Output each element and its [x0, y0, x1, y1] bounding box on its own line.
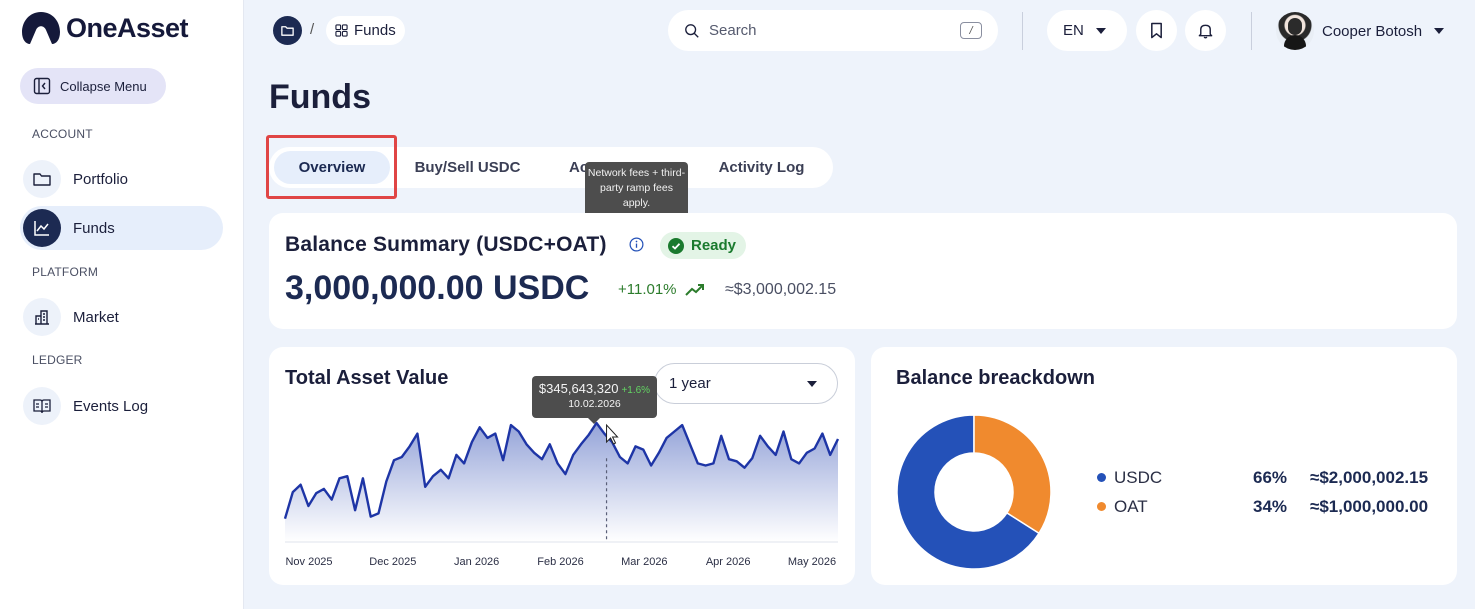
avatar — [1276, 12, 1314, 50]
language-label: EN — [1063, 22, 1084, 39]
legend-amount: ≈$2,000,002.15 — [1310, 468, 1429, 487]
breadcrumb-label: Funds — [354, 22, 396, 39]
breadcrumb-current[interactable]: Funds — [326, 16, 405, 45]
sidebar-item-label: Market — [73, 308, 119, 326]
bookmark-icon — [1151, 22, 1162, 39]
legend-dot — [1097, 473, 1106, 482]
legend-row-oat: OAT 34% ≈$1,000,000.00 — [1097, 496, 1437, 518]
info-icon[interactable] — [629, 237, 644, 252]
balance-title: Balance Summary (USDC+OAT) — [285, 233, 607, 256]
balance-usd-equivalent: ≈$3,000,002.15 — [725, 281, 837, 298]
check-circle-icon — [668, 237, 684, 254]
sidebar-item-events-log[interactable]: Events Log — [20, 384, 223, 428]
breadcrumb-home-button[interactable] — [273, 16, 302, 45]
donut-chart[interactable] — [896, 414, 1052, 570]
logo[interactable]: OneAsset — [20, 10, 189, 46]
total-asset-card: Total Asset Value 1 year Nov 2025 Dec 202… — [269, 347, 855, 585]
legend-dot — [1097, 502, 1106, 511]
legend-amount: ≈$1,000,000.00 — [1310, 497, 1429, 516]
mouse-cursor-icon — [606, 423, 619, 445]
folder-icon — [23, 160, 61, 198]
status-label: Ready — [691, 237, 737, 254]
user-name: Cooper Botosh — [1322, 22, 1423, 40]
chart-title: Total Asset Value — [285, 367, 449, 389]
grid-icon — [335, 24, 348, 37]
tab-overview[interactable]: Overview — [274, 151, 390, 184]
tooltip-value: $345,643,320 — [538, 381, 619, 396]
sidebar-item-market[interactable]: Market — [20, 295, 223, 339]
folder-icon — [281, 26, 294, 36]
app-name: OneAsset — [66, 12, 189, 43]
x-tick-label: Dec 2025 — [369, 556, 416, 568]
breakdown-title: Balance breackdown — [896, 367, 1095, 389]
legend-percent: 66% — [1253, 468, 1288, 487]
area-fill — [285, 423, 838, 542]
sidebar-item-label: Events Log — [73, 397, 149, 415]
section-label-platform: PLATFORM — [32, 265, 99, 279]
header-divider — [1022, 12, 1023, 50]
caret-down-icon — [1434, 28, 1445, 34]
book-icon — [23, 387, 61, 425]
page-title: Funds — [269, 78, 371, 116]
x-tick-label: Nov 2025 — [285, 556, 332, 568]
period-value: 1 year — [669, 375, 711, 392]
breadcrumb-separator: / — [310, 21, 315, 38]
legend-row-usdc: USDC 66% ≈$2,000,002.15 — [1097, 467, 1437, 489]
sidebar-item-label: Portfolio — [73, 170, 129, 188]
section-label-ledger: LEDGER — [32, 353, 83, 367]
building-icon — [23, 298, 61, 336]
balance-change-value: +11.01% — [618, 281, 677, 298]
bell-icon — [1198, 24, 1213, 39]
bookmark-button[interactable] — [1136, 10, 1177, 51]
user-menu[interactable]: Cooper Botosh — [1276, 10, 1445, 52]
sidebar-item-label: Funds — [73, 219, 115, 237]
x-tick-label: Jan 2026 — [454, 556, 499, 568]
oneasset-logo-icon — [22, 12, 60, 44]
sidebar: OneAsset Collapse Menu ACCOUNT Portfolio… — [0, 0, 244, 609]
chart-line-icon — [23, 209, 61, 247]
tooltip-date: 10.02.2026 — [568, 398, 621, 410]
collapse-menu-button[interactable]: Collapse Menu — [20, 68, 166, 104]
tab-ac[interactable]: Ac — [569, 159, 589, 176]
balance-breakdown-card: Balance breackdown USDC 66% ≈$2,000,002.… — [871, 347, 1457, 585]
sidebar-item-portfolio[interactable]: Portfolio — [20, 157, 223, 201]
legend-name: OAT — [1114, 497, 1148, 516]
donut-slice-oat[interactable] — [973, 414, 1052, 535]
donut-slice-usdc[interactable] — [896, 414, 1041, 570]
x-tick-label: Apr 2026 — [706, 556, 751, 568]
notifications-button[interactable] — [1185, 10, 1226, 51]
caret-down-icon — [807, 381, 817, 387]
status-badge: Ready — [660, 232, 747, 259]
trend-up-icon — [684, 283, 704, 296]
search-shortcut-hint: / — [960, 22, 982, 39]
area-chart[interactable]: Nov 2025 Dec 2025 Jan 2026 Feb 2026 Mar 2026… — [269, 347, 855, 585]
tab-buy-sell-usdc[interactable]: Buy/Sell USDC — [414, 159, 521, 176]
search-icon — [685, 23, 699, 38]
tab-bar: Overview Buy/Sell USDC Ac Activity Log — [269, 147, 833, 188]
series-line — [283, 421, 840, 520]
x-tick-label: May 2026 — [788, 556, 836, 568]
section-label-account: ACCOUNT — [32, 127, 93, 141]
legend-percent: 34% — [1253, 497, 1288, 516]
period-select[interactable]: 1 year — [654, 363, 838, 404]
tab-activity-log[interactable]: Activity Log — [718, 159, 805, 176]
search-input[interactable] — [709, 22, 949, 39]
x-tick-label: Feb 2026 — [537, 556, 583, 568]
balance-change: +11.01% — [618, 281, 705, 298]
collapse-icon — [33, 77, 51, 95]
tooltip-change: +1.6% — [621, 385, 651, 396]
balance-summary-card: Balance Summary (USDC+OAT) Ready 3,000,0… — [269, 213, 1457, 329]
sidebar-item-funds[interactable]: Funds — [20, 206, 223, 250]
legend-name: USDC — [1114, 468, 1163, 487]
search-bar[interactable]: / — [668, 10, 998, 51]
caret-down-icon — [1095, 27, 1106, 34]
chart-tooltip: $345,643,320 +1.6% 10.02.2026 — [532, 376, 657, 424]
balance-amount: 3,000,000.00 USDC — [285, 269, 590, 307]
header-divider — [1251, 12, 1252, 50]
language-selector[interactable]: EN — [1047, 10, 1127, 51]
collapse-menu-label: Collapse Menu — [60, 78, 147, 94]
x-tick-label: Mar 2026 — [621, 556, 667, 568]
